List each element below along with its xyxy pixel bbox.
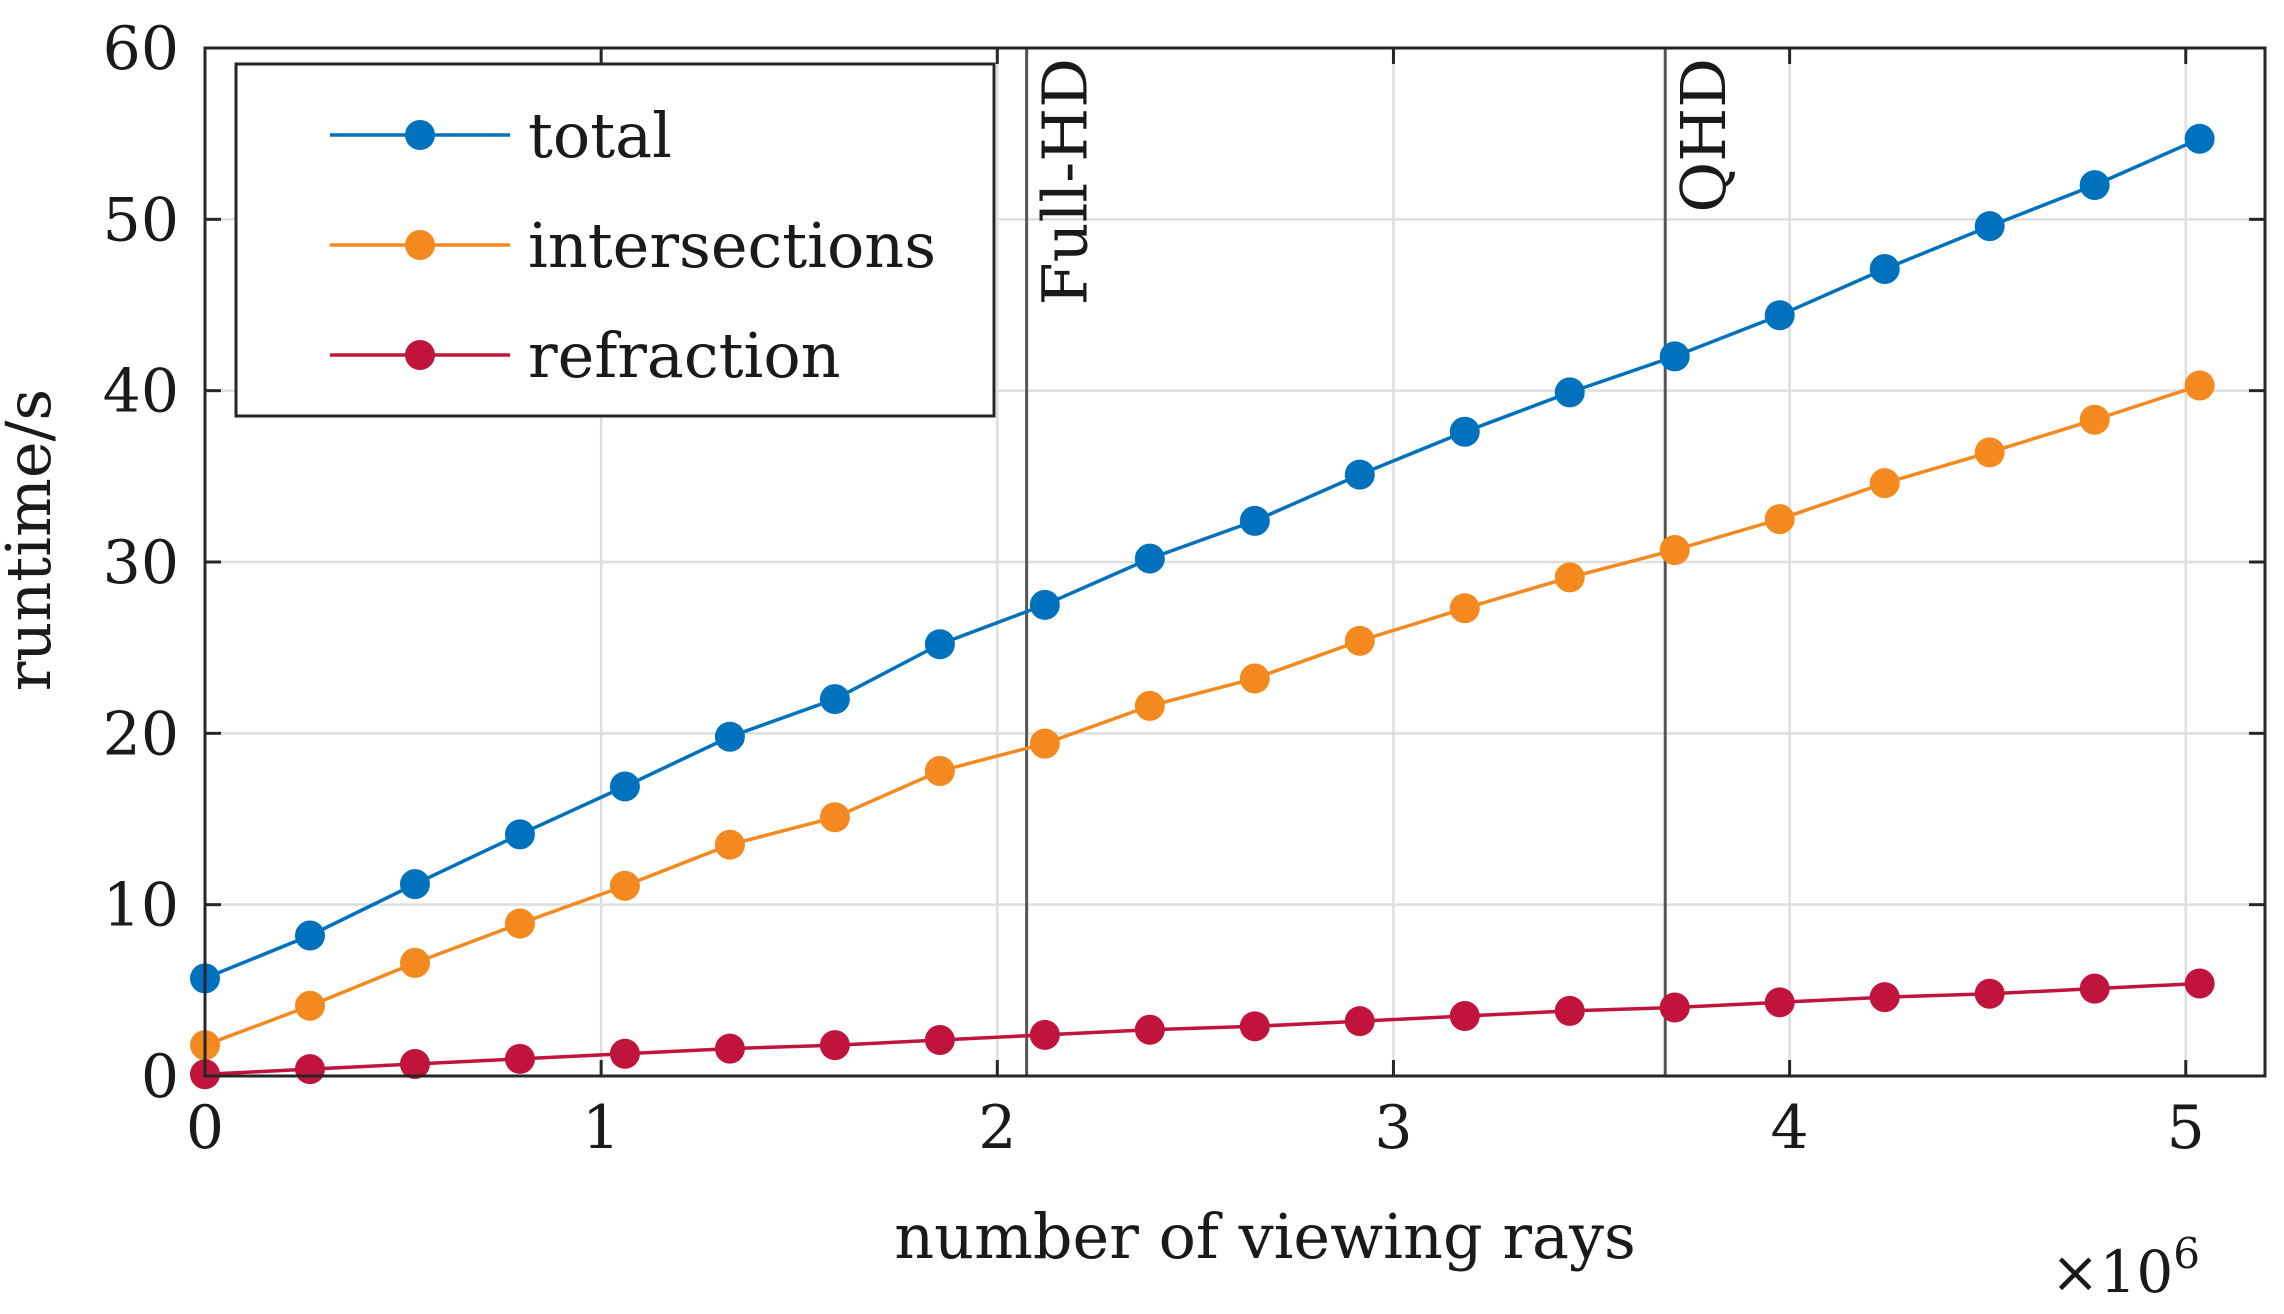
data-point-refraction [1029, 1019, 1060, 1050]
data-point-intersections [294, 990, 325, 1021]
data-point-refraction [504, 1043, 535, 1074]
resolution-markers: Full-HD QHD [1025, 48, 1740, 1076]
data-point-total [1764, 300, 1795, 331]
data-point-intersections [1134, 690, 1165, 721]
data-point-refraction [1974, 978, 2005, 1009]
data-point-refraction [819, 1030, 850, 1061]
data-point-intersections [819, 802, 850, 833]
data-point-total [1554, 377, 1585, 408]
data-point-intersections [1239, 663, 1270, 694]
data-point-total [1974, 211, 2005, 242]
data-point-refraction [1659, 992, 1690, 1023]
data-point-total [2184, 123, 2215, 154]
data-point-intersections [924, 756, 955, 787]
y-tick-label: 60 [103, 14, 179, 84]
legend-marker-total [405, 120, 435, 150]
data-point-refraction [399, 1049, 430, 1080]
resolution-marker-label: QHD [1667, 58, 1740, 213]
data-point-intersections [1974, 437, 2005, 468]
data-point-intersections [1659, 535, 1690, 566]
legend-label-refraction: refraction [528, 319, 841, 392]
data-point-intersections [1449, 593, 1480, 624]
data-point-intersections [609, 870, 640, 901]
x-tick-label: 1 [582, 1093, 620, 1163]
series-line-intersections [204, 383, 2201, 1047]
data-point-refraction [1134, 1014, 1165, 1045]
resolution-marker-label: Full-HD [1029, 58, 1102, 305]
data-point-refraction [1449, 1001, 1480, 1032]
data-point-intersections [1869, 468, 1900, 499]
data-point-refraction [1764, 987, 1795, 1018]
data-point-total [294, 920, 325, 951]
legend-label-total: total [528, 99, 672, 172]
x-exponent-base: ×10 [2051, 1238, 2173, 1306]
data-point-refraction [714, 1033, 745, 1064]
legend-marker-intersections [405, 230, 435, 260]
data-point-total [504, 819, 535, 850]
data-point-refraction [2079, 973, 2110, 1004]
x-tick-label: 0 [186, 1093, 224, 1163]
series-lines [190, 123, 2215, 1090]
data-point-total [1659, 341, 1690, 372]
x-axis-label: number of viewing rays [894, 1200, 1636, 1273]
data-point-intersections [2184, 370, 2215, 401]
data-point-total [1239, 505, 1270, 536]
data-point-intersections [1344, 625, 1375, 656]
y-axis-label: runtime/s [0, 389, 65, 691]
x-tick-label: 2 [978, 1093, 1016, 1163]
legend-box [234, 62, 996, 418]
data-point-total [1449, 416, 1480, 447]
y-tick-label: 30 [103, 528, 179, 598]
data-point-intersections [504, 908, 535, 939]
x-tick-label: 3 [1374, 1093, 1412, 1163]
y-tick-label: 40 [103, 357, 179, 427]
data-point-total [924, 629, 955, 660]
data-point-intersections [2079, 404, 2110, 435]
series-line-total [204, 137, 2201, 980]
data-point-refraction [1344, 1006, 1375, 1037]
data-point-refraction [609, 1038, 640, 1069]
data-point-refraction [294, 1054, 325, 1085]
data-point-total [399, 869, 430, 900]
data-point-total [819, 684, 850, 715]
data-point-refraction [1239, 1011, 1270, 1042]
data-point-total [1029, 589, 1060, 620]
data-point-intersections [1554, 562, 1585, 593]
data-point-total [2079, 170, 2110, 201]
data-point-intersections [399, 947, 430, 978]
data-point-refraction [2184, 968, 2215, 999]
data-point-total [714, 721, 745, 752]
legend-marker-refraction [405, 340, 435, 370]
y-tick-label: 50 [103, 185, 179, 255]
data-point-intersections [714, 829, 745, 860]
data-point-total [1869, 254, 1900, 285]
data-point-refraction [1554, 995, 1585, 1026]
series-line-refraction [204, 981, 2200, 1077]
y-tick-label: 10 [103, 871, 179, 941]
data-point-refraction [1869, 982, 1900, 1013]
legend-label-intersections: intersections [528, 209, 936, 282]
x-tick-label: 5 [2167, 1093, 2205, 1163]
legend: total intersections refraction [234, 62, 996, 418]
x-tick-label: 4 [1771, 1093, 1809, 1163]
y-tick-label: 0 [141, 1042, 179, 1112]
data-point-total [1344, 459, 1375, 490]
y-tick-label: 20 [103, 699, 179, 769]
x-exponent-power: 6 [2173, 1229, 2200, 1278]
data-point-total [1134, 543, 1165, 574]
x-axis-exponent: ×106 [2051, 1229, 2200, 1306]
data-point-total [609, 771, 640, 802]
data-point-intersections [1029, 728, 1060, 759]
data-point-intersections [1764, 504, 1795, 535]
data-point-refraction [924, 1025, 955, 1056]
